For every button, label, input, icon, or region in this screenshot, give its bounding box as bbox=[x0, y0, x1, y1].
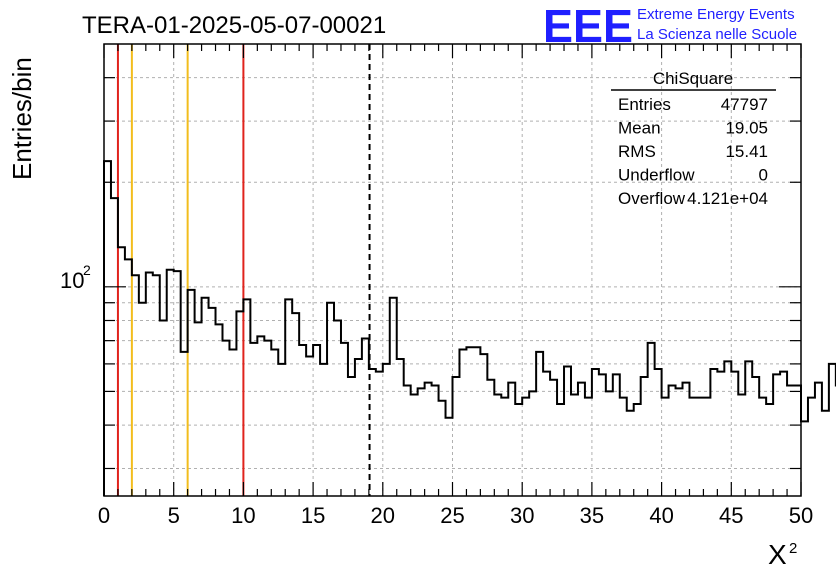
stats-value: 4.121e+04 bbox=[687, 189, 768, 208]
x-tick-label: 45 bbox=[719, 503, 743, 528]
svg-text:X: X bbox=[768, 539, 787, 570]
x-tick-label: 40 bbox=[649, 503, 673, 528]
y-tick-label: 10 2 bbox=[60, 262, 91, 293]
stats-value: 19.05 bbox=[725, 119, 768, 138]
svg-text:10: 10 bbox=[60, 268, 84, 293]
stats-value: 0 bbox=[759, 166, 768, 185]
x-tick-label: 35 bbox=[580, 503, 604, 528]
svg-text:2: 2 bbox=[789, 540, 797, 557]
stats-label: Overflow bbox=[618, 189, 686, 208]
x-axis-ticks: 0 5 10 15 20 25 30 35 40 45 50 bbox=[98, 44, 813, 528]
stats-label: RMS bbox=[618, 142, 656, 161]
logo-line-2: La Scienza nelle Scuole bbox=[637, 26, 797, 43]
stats-label: Underflow bbox=[618, 166, 695, 185]
x-tick-label: 15 bbox=[301, 503, 325, 528]
y-axis-label: Entries/bin bbox=[7, 57, 37, 180]
x-tick-label: 0 bbox=[98, 503, 110, 528]
y-axis-ticks bbox=[104, 77, 801, 470]
reference-lines bbox=[116, 44, 371, 496]
x-tick-label: 20 bbox=[371, 503, 395, 528]
stats-title: ChiSquare bbox=[653, 69, 733, 88]
logo-line-1: Extreme Energy Events bbox=[637, 6, 795, 23]
chart-title: TERA-01-2025-05-07-00021 bbox=[82, 12, 386, 39]
stats-box: ChiSquare Entries 47797 Mean 19.05 RMS 15.41 U… bbox=[611, 69, 776, 208]
stats-value: 15.41 bbox=[725, 142, 768, 161]
x-tick-label: 10 bbox=[231, 503, 255, 528]
x-axis-label: X 2 bbox=[768, 539, 797, 570]
eee-logo: EEE Extreme Energy Events La Scienza nel… bbox=[543, 0, 797, 52]
stats-label: Mean bbox=[618, 119, 661, 138]
histogram-outline bbox=[103, 160, 836, 496]
x-tick-label: 25 bbox=[440, 503, 464, 528]
x-tick-label: 50 bbox=[789, 503, 813, 528]
stats-label: Entries bbox=[618, 95, 671, 114]
x-tick-label: 5 bbox=[168, 503, 180, 528]
x-tick-label: 30 bbox=[510, 503, 534, 528]
stats-value: 47797 bbox=[721, 95, 768, 114]
grid-lines bbox=[104, 44, 801, 496]
svg-text:2: 2 bbox=[83, 262, 91, 278]
